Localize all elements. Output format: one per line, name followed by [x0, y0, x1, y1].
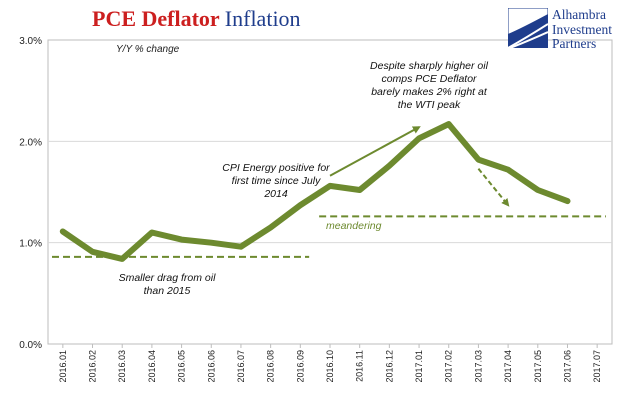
data-point [327, 183, 333, 189]
data-point [416, 135, 422, 141]
logo-line-1: Alhambra [552, 7, 606, 22]
x-tick-label: 2016.08 [266, 350, 276, 383]
data-point [475, 156, 482, 163]
x-tick-label: 2016.03 [117, 350, 127, 383]
alhambra-logo: Alhambra Investment Partners [508, 6, 638, 56]
x-tick-label: 2016.04 [147, 350, 157, 383]
annotation-smaller-drag: Smaller drag from oil than 2015 [118, 272, 216, 297]
title-part-2: Inflation [224, 6, 301, 31]
x-tick-label: 2016.11 [355, 350, 365, 382]
data-point [208, 240, 214, 246]
logo-mark-icon [508, 8, 548, 48]
annotation-arrow [329, 126, 421, 177]
data-point [178, 237, 185, 243]
annotation-meandering: meandering [326, 220, 382, 232]
data-point [446, 121, 452, 127]
x-tick-label: 2017.05 [533, 350, 543, 383]
data-point [386, 163, 392, 169]
logo-text: Alhambra Investment Partners [552, 7, 612, 52]
y-tick-label: 1.0% [19, 239, 42, 250]
x-tick-label: 2016.05 [177, 350, 187, 383]
x-tick-label: 2016.06 [206, 350, 216, 383]
data-point [268, 224, 274, 231]
data-point [505, 167, 511, 173]
y-tick-label: 2.0% [19, 137, 42, 148]
title-part-1: PCE Deflator [92, 6, 220, 31]
x-tick-label: 2016.07 [236, 350, 246, 383]
data-point [238, 244, 244, 250]
data-point [119, 256, 125, 262]
chart-subtitle: Y/Y % change [116, 44, 180, 55]
data-point [89, 249, 96, 255]
series-line [59, 121, 571, 262]
x-tick-label: 2016.10 [325, 350, 335, 383]
data-point [60, 228, 66, 235]
x-tick-label: 2017.04 [503, 350, 513, 383]
data-point [535, 187, 541, 193]
x-tick-label: 2016.12 [384, 350, 394, 383]
logo-line-3: Partners [552, 36, 597, 51]
x-tick-label: 2017.03 [473, 350, 483, 383]
x-tick-label: 2017.07 [592, 350, 602, 383]
x-tick-label: 2016.09 [295, 350, 305, 383]
x-tick-label: 2016.02 [88, 350, 98, 383]
plot-frame [47, 39, 613, 345]
annotation-arrow [477, 168, 510, 207]
x-tick-label: 2017.06 [562, 350, 572, 383]
data-point [357, 187, 363, 193]
y-tick-label: 3.0% [19, 36, 42, 47]
annotation-cpi-energy: CPI Energy positive for first time since… [222, 162, 330, 200]
data-point [564, 198, 571, 204]
chart-title: PCE Deflator Inflation [92, 6, 301, 32]
annotation-oil-peak: Despite sharply higher oil comps PCE Def… [370, 60, 488, 111]
x-tick-label: 2016.01 [58, 350, 68, 383]
y-tick-label: 0.0% [19, 340, 42, 351]
data-point [149, 229, 155, 236]
data-point [297, 202, 303, 208]
logo-line-2: Investment [552, 21, 612, 37]
x-tick-label: 2017.02 [444, 350, 454, 383]
x-tick-label: 2017.01 [414, 350, 424, 383]
